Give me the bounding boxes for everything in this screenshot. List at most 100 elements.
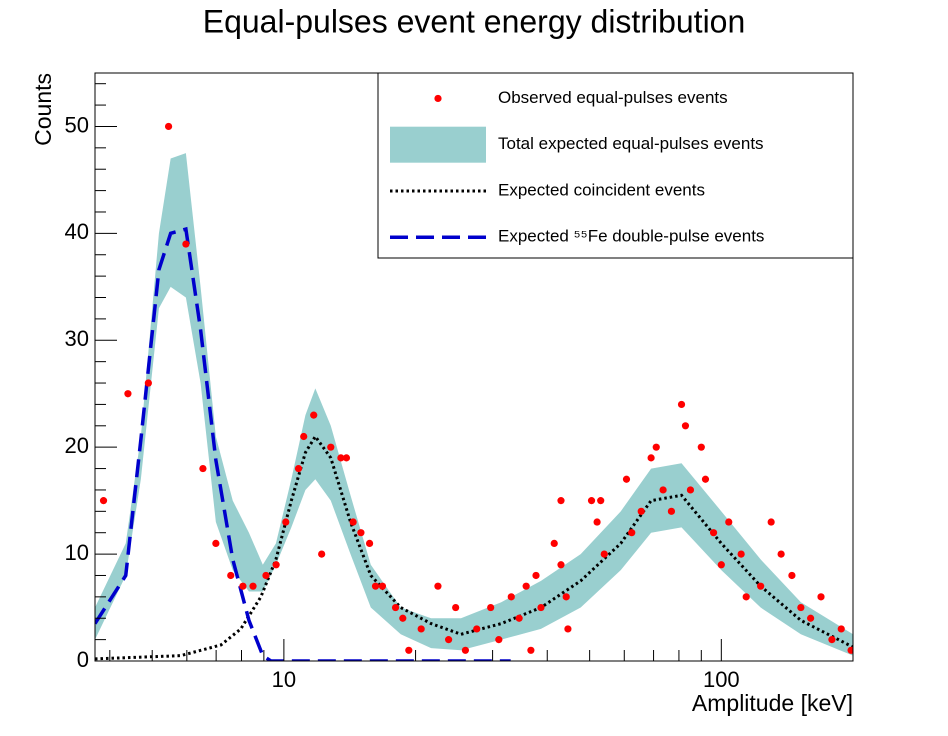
data-point <box>659 486 667 494</box>
data-point <box>282 518 290 526</box>
data-point <box>327 443 335 451</box>
data-point <box>405 646 413 654</box>
data-point <box>227 571 235 580</box>
legend-marker <box>390 126 486 163</box>
legend-label: Observed equal-pulses events <box>498 88 728 107</box>
data-point <box>622 475 631 483</box>
data-point <box>717 561 725 569</box>
data-point <box>337 454 345 462</box>
data-point <box>124 390 132 398</box>
data-point <box>365 539 374 548</box>
data-point <box>701 475 710 483</box>
data-point <box>495 636 503 644</box>
data-point <box>239 582 247 590</box>
data-point <box>628 529 636 537</box>
data-point <box>828 636 836 644</box>
data-point <box>767 518 775 526</box>
data-point <box>647 454 655 462</box>
y-tick-label: 40 <box>65 219 89 244</box>
data-point <box>777 550 785 558</box>
data-point <box>300 432 308 441</box>
legend-label: Expected ⁵⁵Fe double-pulse events <box>498 227 764 246</box>
expected-band <box>95 153 853 656</box>
data-point <box>391 603 400 612</box>
data-point <box>587 497 596 505</box>
y-tick-label: 10 <box>65 540 89 565</box>
curve <box>95 226 511 661</box>
data-point <box>515 614 523 622</box>
data-point <box>757 582 765 590</box>
data-point <box>686 486 695 494</box>
data-point <box>522 582 530 590</box>
series-group <box>95 122 853 661</box>
data-point <box>562 593 570 601</box>
y-tick-label: 0 <box>77 647 89 672</box>
y-tick-label: 50 <box>65 112 89 137</box>
data-point <box>357 529 365 537</box>
data-point <box>318 550 326 558</box>
data-point <box>182 240 190 248</box>
data-point <box>294 464 303 473</box>
data-point <box>788 571 796 580</box>
data-point <box>434 582 442 590</box>
data-point <box>445 636 453 644</box>
legend-label: Total expected equal-pulses events <box>498 134 764 153</box>
data-point <box>557 561 565 569</box>
data-point <box>537 603 545 612</box>
data-point <box>272 561 280 569</box>
data-point <box>797 603 805 612</box>
data-point <box>527 646 535 654</box>
data-point <box>262 571 270 580</box>
data-point <box>99 497 108 505</box>
chart-title: Equal-pulses event energy distribution <box>203 3 746 39</box>
data-point <box>817 593 825 601</box>
data-point <box>593 518 601 526</box>
data-point <box>452 603 460 612</box>
data-point <box>399 614 407 622</box>
data-point <box>473 625 481 633</box>
legend-label: Expected coincident events <box>498 180 705 199</box>
data-point <box>667 507 676 515</box>
data-point <box>837 625 845 633</box>
data-point <box>597 497 605 505</box>
y-axis-label: Counts <box>30 73 56 146</box>
data-point <box>371 582 380 590</box>
x-axis-label: Amplitude [keV] <box>692 690 853 716</box>
data-point <box>807 614 815 622</box>
data-point <box>600 550 608 558</box>
y-tick-label: 20 <box>65 433 89 458</box>
data-point <box>487 603 495 612</box>
x-tick-label: 100 <box>703 667 740 692</box>
data-point <box>212 539 220 548</box>
data-point <box>652 443 660 451</box>
data-point <box>164 122 173 131</box>
data-point <box>550 539 558 548</box>
data-point <box>349 518 357 526</box>
data-point <box>709 529 718 537</box>
x-tick-label: 10 <box>272 667 296 692</box>
legend-marker <box>434 94 442 103</box>
legend-box <box>377 72 854 259</box>
data-point <box>681 422 690 430</box>
data-point <box>461 646 470 654</box>
data-point <box>417 625 425 633</box>
data-point <box>507 593 515 601</box>
data-point <box>697 443 705 451</box>
y-tick-label: 30 <box>65 326 89 351</box>
data-point <box>725 518 733 526</box>
data-point <box>637 507 645 515</box>
data-point <box>199 464 207 473</box>
data-point <box>564 625 572 633</box>
data-point <box>677 400 686 409</box>
data-point <box>249 582 257 590</box>
data-point <box>742 593 750 601</box>
curve <box>95 433 853 661</box>
data-point <box>342 454 351 462</box>
data-point <box>557 497 565 505</box>
data-point <box>378 582 387 590</box>
data-point <box>144 379 152 387</box>
data-point <box>737 550 745 558</box>
data-point <box>310 411 318 419</box>
data-point <box>847 646 853 654</box>
